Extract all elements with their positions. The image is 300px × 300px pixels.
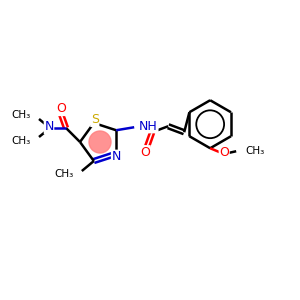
Text: CH₃: CH₃ bbox=[55, 169, 74, 179]
Text: CH₃: CH₃ bbox=[12, 110, 31, 120]
Text: CH₃: CH₃ bbox=[12, 136, 31, 146]
Text: O: O bbox=[219, 146, 229, 159]
Text: CH₃: CH₃ bbox=[245, 146, 264, 156]
Text: S: S bbox=[91, 113, 99, 127]
Text: NH: NH bbox=[139, 120, 158, 133]
Text: N: N bbox=[44, 121, 54, 134]
Text: O: O bbox=[140, 146, 150, 159]
Text: O: O bbox=[56, 103, 66, 116]
Circle shape bbox=[89, 131, 111, 153]
Text: N: N bbox=[112, 150, 121, 163]
